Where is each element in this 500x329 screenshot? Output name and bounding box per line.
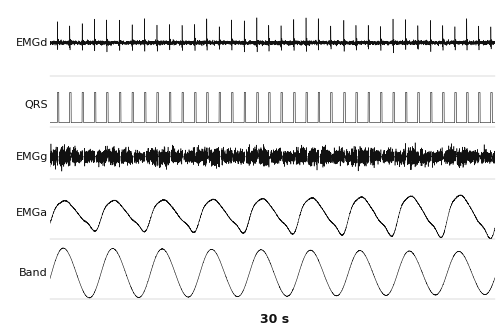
Text: QRS: QRS: [24, 100, 48, 110]
Text: EMGa: EMGa: [16, 208, 48, 218]
Text: EMGd: EMGd: [16, 38, 48, 48]
Text: EMGg: EMGg: [16, 152, 48, 162]
Text: 30 s: 30 s: [260, 313, 290, 326]
Text: Band: Band: [19, 268, 48, 278]
